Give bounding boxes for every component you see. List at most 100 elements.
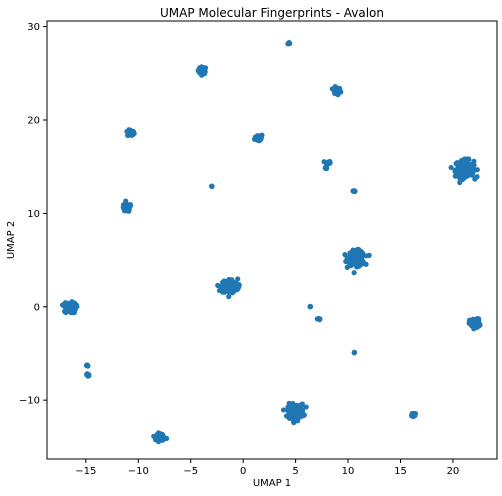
cluster-13 — [59, 299, 80, 316]
y-tick-label: 20 — [27, 115, 40, 126]
y-axis-label: UMAP 2 — [6, 221, 17, 259]
cluster-11 — [342, 246, 372, 276]
y-axis-ticks: −10 0 10 20 30 — [19, 22, 47, 407]
data-point — [226, 293, 232, 300]
cluster-18 — [83, 362, 91, 369]
data-point — [296, 408, 302, 414]
data-point — [344, 255, 350, 261]
data-point — [412, 412, 418, 418]
cluster-14 — [307, 303, 314, 310]
data-point — [317, 316, 323, 322]
cluster-12 — [215, 276, 242, 300]
data-point — [366, 252, 372, 258]
cluster-19 — [84, 371, 92, 379]
x-tick-label: 15 — [394, 466, 407, 477]
cluster-0 — [285, 39, 293, 47]
x-tick-label: −10 — [128, 466, 149, 477]
points-layer — [59, 39, 483, 445]
data-point — [454, 168, 460, 174]
data-point — [474, 316, 480, 322]
cluster-4 — [251, 132, 265, 144]
data-point — [126, 204, 133, 210]
y-tick-label: 10 — [27, 209, 40, 220]
cluster-22 — [151, 430, 170, 445]
x-tick-label: 10 — [342, 466, 355, 477]
cluster-8 — [209, 183, 215, 190]
data-point — [216, 287, 223, 294]
x-tick-label: 0 — [240, 466, 246, 477]
cluster-2 — [329, 83, 344, 98]
data-point — [226, 282, 232, 288]
y-tick-label: −10 — [19, 396, 40, 407]
data-point — [448, 164, 454, 171]
x-axis-ticks: −15 −10 −5 0 5 10 15 20 — [75, 459, 459, 477]
data-point — [256, 135, 262, 141]
data-point — [303, 404, 309, 410]
data-point — [292, 402, 298, 409]
x-tick-label: −5 — [183, 466, 198, 477]
data-point — [351, 270, 357, 276]
x-axis-label: UMAP 1 — [253, 478, 291, 489]
data-point — [236, 283, 242, 289]
data-point — [360, 259, 366, 265]
data-point — [226, 287, 233, 293]
cluster-7 — [448, 156, 480, 186]
data-point — [297, 414, 303, 420]
data-point — [198, 66, 205, 72]
data-point — [462, 166, 468, 172]
y-tick-label: 0 — [34, 302, 40, 313]
data-point — [84, 362, 90, 368]
data-point — [476, 321, 483, 327]
cluster-21 — [408, 410, 419, 420]
data-point — [67, 308, 73, 315]
cluster-16 — [466, 316, 483, 332]
data-point — [325, 159, 331, 165]
data-point — [349, 261, 355, 267]
cluster-3 — [124, 127, 137, 138]
cluster-17 — [351, 349, 358, 356]
cluster-10 — [120, 198, 134, 214]
data-point — [351, 188, 357, 194]
cluster-1 — [195, 64, 209, 78]
data-point — [230, 280, 236, 286]
x-tick-label: 20 — [447, 466, 460, 477]
y-tick-label: 30 — [27, 22, 40, 33]
data-point — [290, 418, 297, 424]
plot-frame — [46, 20, 498, 460]
data-point — [86, 373, 92, 379]
data-point — [353, 249, 359, 255]
data-point — [221, 278, 227, 284]
data-point — [351, 256, 357, 262]
x-tick-label: 5 — [292, 466, 298, 477]
data-point — [299, 402, 305, 409]
data-point — [130, 130, 136, 136]
data-point — [323, 165, 329, 171]
data-point — [71, 302, 77, 309]
x-tick-label: −15 — [75, 466, 96, 477]
data-point — [467, 165, 473, 171]
data-point — [334, 87, 340, 93]
data-point — [455, 162, 461, 168]
data-point — [285, 40, 292, 46]
data-point — [469, 320, 475, 326]
data-point — [359, 254, 365, 260]
data-point — [158, 432, 165, 438]
data-point — [307, 304, 314, 310]
cluster-6 — [322, 164, 330, 172]
chart-title: UMAP Molecular Fingerprints - Avalon — [160, 6, 384, 20]
data-point — [474, 167, 480, 173]
cluster-9 — [350, 188, 358, 195]
data-point — [464, 173, 470, 179]
data-point — [472, 176, 478, 182]
data-point — [347, 250, 353, 256]
data-point — [459, 170, 466, 176]
data-point — [289, 410, 295, 416]
cluster-20 — [280, 400, 309, 426]
data-point — [209, 183, 215, 189]
data-point — [286, 400, 292, 406]
data-point — [351, 349, 358, 356]
cluster-5 — [321, 158, 333, 167]
data-point — [321, 159, 327, 165]
